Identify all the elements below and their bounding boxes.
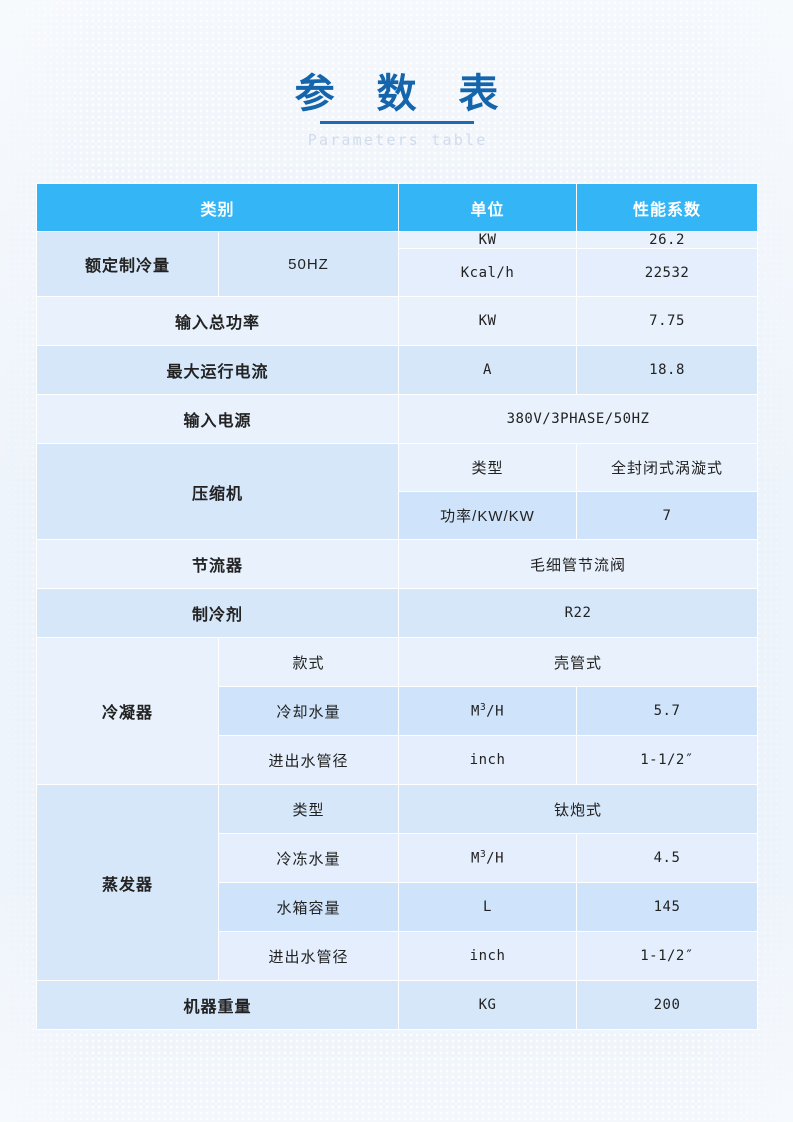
cell-value-5-7: 5.7 <box>576 686 759 736</box>
cell-unit-power-kw-kw: 功率/KW/KW <box>398 491 578 540</box>
cell-unit-kw-2: KW <box>398 296 578 346</box>
cell-value-18-8: 18.8 <box>576 345 759 395</box>
cell-value-shell-tube: 壳管式 <box>398 637 759 687</box>
table-row: 输入电源 380V/3PHASE/50HZ <box>35 394 759 444</box>
table-row: 冷冻水量 M3/H 4.5 <box>37 833 759 883</box>
table-row: Kcal/h 22532 <box>37 248 759 297</box>
cell-spec-chilled-water: 冷冻水量 <box>217 833 400 883</box>
cell-spec-cooling-water: 冷却水量 <box>217 686 400 736</box>
cell-value-1-1-2-cond: 1-1/2″ <box>576 735 759 785</box>
table-row: 输入总功率 KW 7.75 <box>35 296 759 346</box>
cell-unit-m3h-evap: M3/H <box>398 833 578 883</box>
cell-value-compressor-type: 全封闭式涡漩式 <box>576 443 759 492</box>
table-row: 蒸发器 类型 钛炮式 <box>36 784 759 981</box>
row-label-machine-weight: 机器重量 <box>35 980 400 1030</box>
page-subtitle: Parameters table <box>307 130 488 149</box>
table-row: 最大运行电流 A 18.8 <box>35 345 759 395</box>
cell-value-200: 200 <box>576 980 759 1030</box>
column-header-coefficient: 性能系数 <box>576 183 759 232</box>
table-row: 冷却水量 M3/H 5.7 <box>37 686 759 736</box>
cell-value-titanium: 钛炮式 <box>398 784 759 834</box>
cell-value-r22: R22 <box>398 588 759 638</box>
row-label-max-running-current: 最大运行电流 <box>35 345 400 395</box>
cell-spec-type-evap: 类型 <box>217 784 400 834</box>
table-row: 节流器 毛细管节流阀 <box>35 539 759 589</box>
cell-value-capillary-valve: 毛细管节流阀 <box>398 539 759 589</box>
row-label-evaporator: 蒸发器 <box>36 784 219 981</box>
row-label-input-power-supply: 输入电源 <box>35 394 400 444</box>
cell-value-1-1-2-evap: 1-1/2″ <box>576 931 759 981</box>
cell-value-power-supply: 380V/3PHASE/50HZ <box>398 394 759 444</box>
parameters-table-wrapper: 类别 单位 性能系数 额定制冷量 50HZ KW 26.2 Kcal/h 225… <box>35 183 759 1030</box>
table-header-row: 类别 单位 性能系数 <box>35 183 759 232</box>
row-label-rated-capacity: 额定制冷量 <box>36 231 219 297</box>
cell-unit-type: 类型 <box>398 443 578 492</box>
cell-unit-l: L <box>398 882 578 932</box>
cell-unit-kcal-h: Kcal/h <box>398 248 578 297</box>
table-row: 机器重量 KG 200 <box>35 980 759 1030</box>
table-row: 进出水管径 inch 1-1/2″ <box>37 931 759 981</box>
cell-unit-inch-cond: inch <box>398 735 578 785</box>
row-label-total-input-power: 输入总功率 <box>35 296 400 346</box>
row-label-refrigerant: 制冷剂 <box>35 588 400 638</box>
table-row: 额定制冷量 50HZ KW 26.2 <box>36 231 759 297</box>
row-label-compressor: 压缩机 <box>35 443 400 540</box>
row-label-condenser: 冷凝器 <box>36 637 219 785</box>
table-row: 功率/KW/KW 7 <box>37 491 759 540</box>
cell-value-4-5: 4.5 <box>576 833 759 883</box>
page-title: 参 数 表 <box>294 70 513 117</box>
cell-value-22532: 22532 <box>576 248 759 297</box>
cell-spec-tank-capacity: 水箱容量 <box>217 882 400 932</box>
table-row: 压缩机 类型 全封闭式涡漩式 <box>35 443 759 540</box>
cell-unit-kw: KW <box>398 231 578 249</box>
cell-unit-a: A <box>398 345 578 395</box>
column-header-unit: 单位 <box>398 183 578 232</box>
table-row: 制冷剂 R22 <box>35 588 759 638</box>
parameters-table: 类别 单位 性能系数 额定制冷量 50HZ KW 26.2 Kcal/h 225… <box>35 183 759 1030</box>
cell-unit-inch-evap: inch <box>398 931 578 981</box>
row-label-throttle: 节流器 <box>35 539 400 589</box>
cell-spec-pipe-diameter-evap: 进出水管径 <box>217 931 400 981</box>
cell-unit-kg: KG <box>398 980 578 1030</box>
cell-value-7: 7 <box>576 491 759 540</box>
table-row: 进出水管径 inch 1-1/2″ <box>37 735 759 785</box>
table-row: 冷凝器 款式 壳管式 <box>36 637 759 785</box>
column-header-category: 类别 <box>35 183 400 232</box>
cell-spec-pipe-diameter-cond: 进出水管径 <box>217 735 400 785</box>
title-underline <box>319 120 474 124</box>
cell-spec-style: 款式 <box>217 637 400 687</box>
page-title-block: 参 数 表 Parameters table <box>0 70 793 149</box>
cell-value-7-75: 7.75 <box>576 296 759 346</box>
table-row: 水箱容量 L 145 <box>37 882 759 932</box>
cell-unit-m3h-cond: M3/H <box>398 686 578 736</box>
cell-value-145: 145 <box>576 882 759 932</box>
row-spec-50hz: 50HZ <box>217 231 400 297</box>
cell-value-26-2: 26.2 <box>576 231 759 249</box>
